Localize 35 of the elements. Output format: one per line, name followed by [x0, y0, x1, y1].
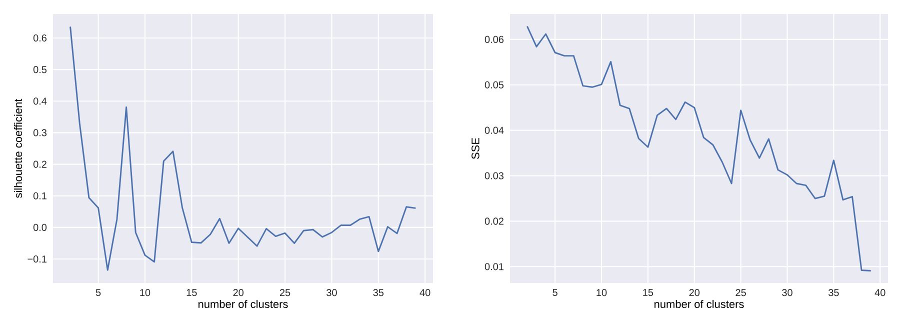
- y-axis-title: SSE: [472, 138, 480, 160]
- y-tick-label: 0.06: [484, 36, 504, 43]
- x-axis-title: number of clusters: [654, 300, 744, 308]
- x-tick-label: 5: [552, 289, 558, 296]
- x-axis-title: number of clusters: [198, 300, 288, 308]
- x-tick-label: 15: [643, 289, 654, 296]
- y-tick-label: 0.02: [484, 218, 504, 225]
- y-tick-label: 0.1: [33, 192, 46, 200]
- y-tick-label: 0.03: [484, 172, 504, 180]
- y-tick-label: 0.6: [33, 34, 47, 42]
- x-tick-label: 40: [874, 289, 886, 296]
- y-tick-label: −0.1: [28, 255, 46, 263]
- x-tick-label: 35: [828, 289, 839, 296]
- x-tick-label: 20: [689, 289, 700, 296]
- x-tick-label: 5: [96, 289, 101, 296]
- y-axis-title: silhouette coefficient: [14, 98, 22, 198]
- y-tick-label: 0.04: [484, 126, 504, 134]
- y-tick-label: 0.0: [33, 224, 47, 231]
- y-tick-label: 0.3: [33, 129, 47, 136]
- x-tick-label: 35: [373, 289, 384, 296]
- x-tick-label: 15: [186, 289, 197, 296]
- x-tick-label: 25: [280, 289, 290, 296]
- y-tick-label: 0.2: [33, 160, 46, 168]
- x-tick-label: 30: [782, 289, 792, 296]
- x-tick-label: 30: [326, 289, 337, 296]
- y-tick-label: 0.4: [33, 98, 47, 105]
- y-tick-label: 0.5: [33, 66, 47, 74]
- y-tick-label: 0.01: [484, 263, 504, 270]
- y-tick-label: 0.05: [484, 81, 504, 88]
- x-tick-label: 25: [736, 289, 746, 296]
- x-tick-label: 20: [233, 289, 244, 296]
- x-tick-label: 10: [140, 289, 150, 296]
- line-series: [526, 26, 872, 272]
- x-tick-label: 10: [596, 289, 607, 296]
- x-tick-label: 40: [420, 289, 430, 296]
